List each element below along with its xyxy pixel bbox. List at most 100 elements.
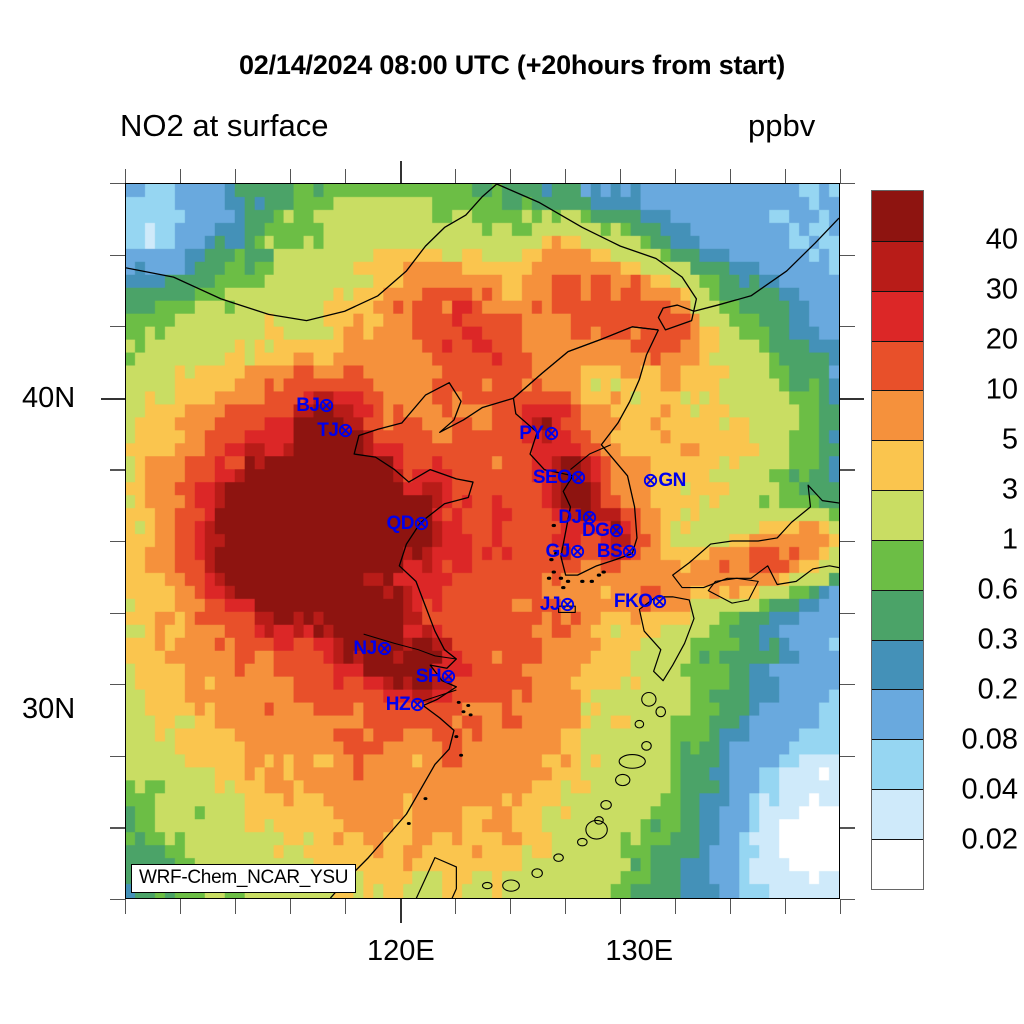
city-marker-gn: GN xyxy=(643,471,686,490)
y-tick-left xyxy=(110,899,125,901)
variable-label: NO2 at surface xyxy=(120,108,329,143)
x-tick-top xyxy=(125,169,127,183)
x-tick-top xyxy=(345,169,347,183)
city-label: DJ xyxy=(558,507,582,529)
city-marker-py: PY xyxy=(519,424,558,443)
city-marker-hz: HZ xyxy=(386,695,425,714)
colorbar-tick-5: 5 xyxy=(1001,423,1018,456)
y-tick-right xyxy=(840,827,855,829)
map-plot[interactable]: BJ TJ QD NJ SH HZ PY SEO DJ DG GJ BS JJ GN FKO WRF-Che… xyxy=(125,183,840,899)
city-marker-bj: BJ xyxy=(296,396,334,415)
y-axis-label-30N: 30N xyxy=(22,693,76,726)
city-marker-jj: JJ xyxy=(540,595,575,614)
x-tick-bottom xyxy=(840,899,842,914)
x-tick-top xyxy=(730,169,732,183)
colorbar-tick-labels: 40 30 20 10 5 3 1 0.6 0.3 0.2 0.08 0.04 0.02 xyxy=(928,190,1024,890)
x-tick-top xyxy=(565,169,567,183)
x-tick-bottom xyxy=(510,899,512,914)
city-label: BS xyxy=(596,541,623,563)
city-marker-bs: BS xyxy=(597,542,637,561)
y-tick-right xyxy=(840,899,855,901)
colorbar-tick-0.6: 0.6 xyxy=(977,573,1018,606)
city-label: SH xyxy=(415,665,442,687)
y-tick-left xyxy=(110,755,125,757)
colorbar-band-7 xyxy=(872,539,923,590)
colorbar[interactable] xyxy=(871,190,924,890)
colorbar-band-12 xyxy=(872,789,923,839)
city-label: GJ xyxy=(545,541,570,563)
units-label: ppbv xyxy=(748,108,816,143)
y-tick-right xyxy=(840,397,864,400)
city-label: DG xyxy=(581,519,610,541)
y-tick-left xyxy=(110,827,125,829)
city-label: SEO xyxy=(532,466,572,488)
y-tick-left xyxy=(110,469,125,471)
y-tick-left xyxy=(110,612,125,614)
colorbar-band-6 xyxy=(872,490,923,540)
colorbar-band-2 xyxy=(872,290,923,341)
page-title: 02/14/2024 08:00 UTC (+20hours from star… xyxy=(238,50,786,80)
y-tick-left xyxy=(110,183,125,185)
x-tick-top xyxy=(840,169,842,183)
city-marker-tj: TJ xyxy=(317,421,353,440)
x-tick-bottom xyxy=(400,899,402,923)
y-tick-right xyxy=(840,612,855,614)
x-tick-bottom xyxy=(675,899,677,914)
y-tick-left xyxy=(110,684,125,686)
colorbar-tick-10: 10 xyxy=(985,373,1018,406)
colorbar-tick-1: 1 xyxy=(1001,523,1018,556)
colorbar-tick-0.08: 0.08 xyxy=(961,723,1018,756)
city-marker-qd: QD xyxy=(387,514,430,533)
y-tick-left xyxy=(101,397,125,400)
city-label: GN xyxy=(658,469,686,491)
city-marker-gj: GJ xyxy=(545,542,584,561)
city-label: TJ xyxy=(317,419,339,441)
x-tick-bottom xyxy=(125,899,127,914)
city-label: NJ xyxy=(353,637,377,659)
city-label: BJ xyxy=(296,395,320,417)
colorbar-band-9 xyxy=(872,639,923,690)
colorbar-band-0 xyxy=(872,191,923,241)
colorbar-tick-0.2: 0.2 xyxy=(977,673,1018,706)
city-marker-dg: DG xyxy=(582,521,625,540)
x-tick-top xyxy=(785,169,787,183)
city-marker-sh: SH xyxy=(416,667,456,686)
x-tick-bottom xyxy=(620,899,622,914)
x-tick-bottom xyxy=(785,899,787,914)
colorbar-tick-40: 40 xyxy=(985,223,1018,256)
x-tick-top xyxy=(400,161,402,183)
y-tick-right xyxy=(840,755,855,757)
y-tick-right xyxy=(840,541,855,543)
colorbar-band-5 xyxy=(872,440,923,491)
x-tick-top xyxy=(455,169,457,183)
y-axis-label-40N: 40N xyxy=(22,381,76,414)
colorbar-tick-0.04: 0.04 xyxy=(961,773,1018,806)
x-tick-bottom xyxy=(455,899,457,914)
city-marker-fko: FKO xyxy=(614,592,668,611)
no2-heatmap-field xyxy=(126,184,839,898)
city-label: FKO xyxy=(613,591,653,613)
city-marker-dj: DJ xyxy=(558,508,596,527)
model-tag: WRF-Chem_NCAR_YSU xyxy=(131,864,357,893)
y-tick-right xyxy=(840,469,855,471)
colorbar-band-4 xyxy=(872,390,923,441)
x-tick-bottom xyxy=(235,899,237,914)
y-tick-right xyxy=(840,684,855,686)
colorbar-band-11 xyxy=(872,739,923,790)
x-tick-top xyxy=(675,169,677,183)
city-label: HZ xyxy=(385,693,411,715)
y-tick-left xyxy=(110,254,125,256)
y-tick-right xyxy=(840,254,855,256)
x-tick-bottom xyxy=(730,899,732,914)
city-marker-nj: NJ xyxy=(353,639,391,658)
x-tick-top xyxy=(180,169,182,183)
x-axis-label-120E: 120E xyxy=(367,935,435,967)
colorbar-band-13 xyxy=(872,838,923,889)
y-tick-left xyxy=(110,326,125,328)
x-tick-bottom xyxy=(345,899,347,914)
x-tick-bottom xyxy=(565,899,567,914)
x-tick-bottom xyxy=(180,899,182,914)
y-tick-left xyxy=(110,541,125,543)
colorbar-tick-3: 3 xyxy=(1001,473,1018,506)
colorbar-tick-20: 20 xyxy=(985,323,1018,356)
